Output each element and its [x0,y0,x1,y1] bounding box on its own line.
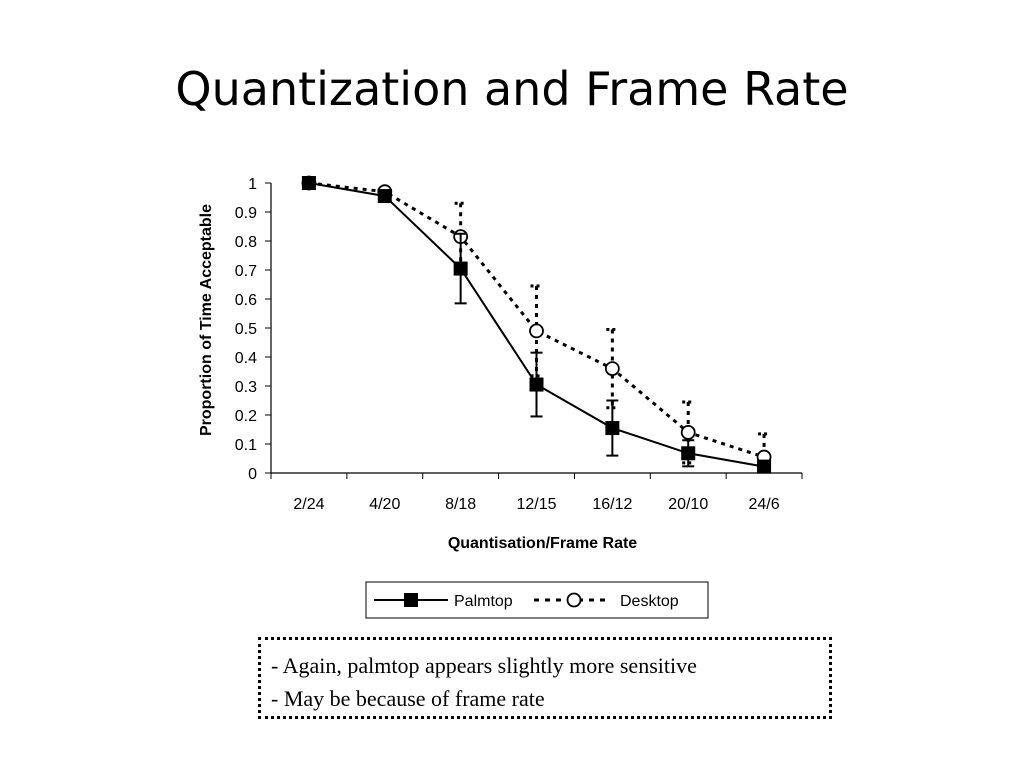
x-tick-label: 8/18 [445,496,476,513]
y-tick-label: 0.1 [235,437,257,454]
x-tick-label: 4/20 [369,496,400,513]
point-palmtop [529,377,544,392]
y-tick-label: 0.4 [235,350,257,367]
x-tick-label: 24/6 [749,496,780,513]
x-tick-label: 20/10 [668,496,708,513]
point-palmtop [681,446,696,461]
y-tick-label: 0.6 [235,292,257,309]
y-tick-label: 0.8 [235,234,257,251]
x-tick-label: 12/15 [516,496,556,513]
x-tick-label: 2/24 [293,496,324,513]
y-tick-label: 0.3 [235,379,257,396]
slide-title: Quantization and Frame Rate [175,62,849,116]
legend-marker-desktop [566,592,582,608]
point-desktop [680,424,696,440]
point-desktop [529,323,544,339]
point-palmtop [453,261,468,276]
y-tick-label: 0.7 [235,263,257,280]
y-axis-title: Proportion of Time Acceptable [198,204,215,436]
point-palmtop [301,176,316,190]
line-chart: 0 0.1 0.2 0.3 0.4 0.5 0.6 0.7 0.8 0.9 1 2/24 4/20 8/1… [198,175,803,619]
y-tick-label: 0.2 [235,408,257,425]
x-axis-title: Quantisation/Frame Rate [448,535,637,552]
y-tick-label: 1 [248,176,257,193]
point-palmtop [605,421,620,436]
x-tick-label: 16/12 [592,496,632,513]
note-line-1: - Again, palmtop appears slightly more s… [271,653,697,678]
legend-label-desktop: Desktop [620,593,679,610]
point-palmtop [757,459,772,474]
y-tick-label: 0 [248,466,257,483]
note-line-2: - May be because of frame rate [271,686,545,711]
y-tick-label: 0.5 [235,321,257,338]
legend-marker-palmtop [404,593,418,607]
y-tick-label: 0.9 [235,205,257,222]
point-desktop [604,361,620,377]
point-palmtop [377,189,392,204]
notes-box: - Again, palmtop appears slightly more s… [258,637,832,719]
legend-label-palmtop: Palmtop [454,593,513,610]
